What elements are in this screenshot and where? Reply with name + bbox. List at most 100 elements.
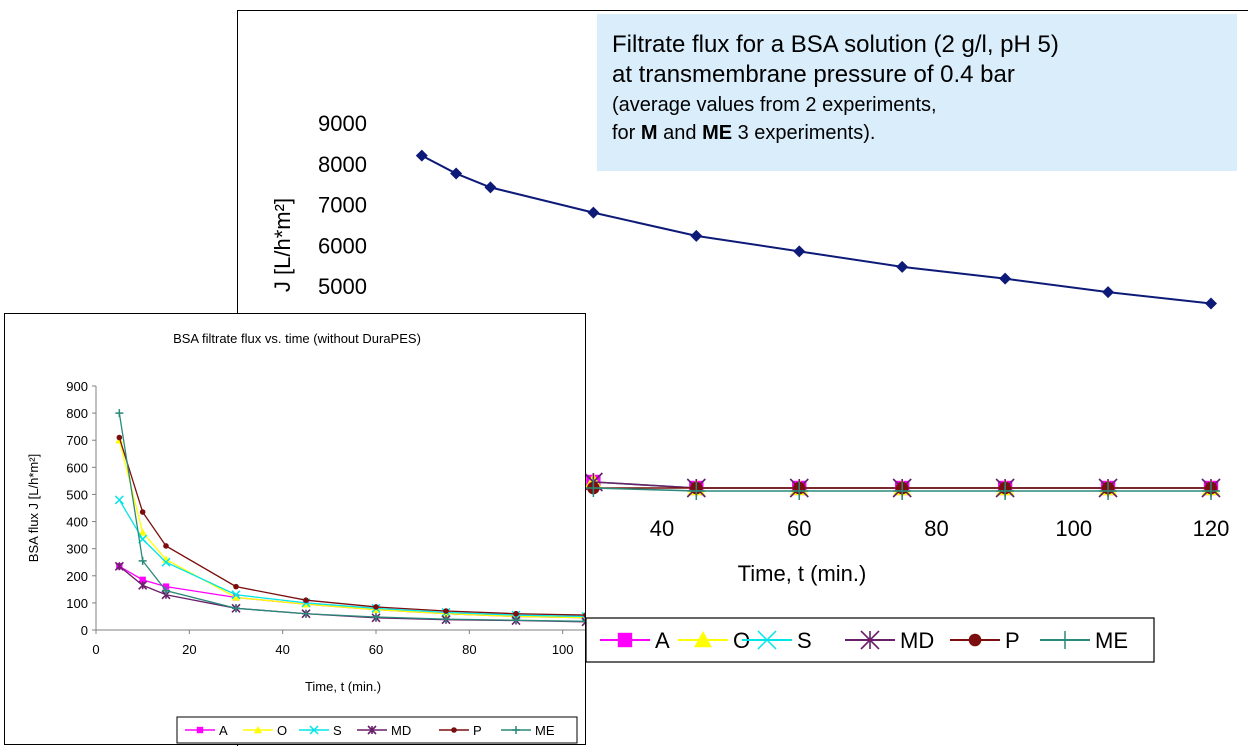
front-point-p xyxy=(373,604,379,610)
back-point-m xyxy=(450,167,463,180)
front-chart-title: BSA filtrate flux vs. time (without Dura… xyxy=(173,331,421,346)
front-legend-label-p: P xyxy=(473,723,482,738)
front-y-tick-label: 0 xyxy=(81,623,88,638)
front-point-s xyxy=(161,557,171,567)
front-x-tick-label: 20 xyxy=(182,642,196,657)
back-legend-marker-s xyxy=(757,630,777,650)
front-x-tick-label: 60 xyxy=(369,642,383,657)
front-legend-marker-s xyxy=(309,725,319,735)
front-point-p xyxy=(583,612,585,618)
front-y-tick-label: 600 xyxy=(66,460,88,475)
front-legend-marker-p xyxy=(451,727,457,733)
front-series-line-a xyxy=(119,565,585,619)
front-y-tick-label: 200 xyxy=(66,569,88,584)
front-point-o xyxy=(138,528,147,536)
front-legend-label-s: S xyxy=(333,723,342,738)
front-point-p xyxy=(443,608,449,614)
back-x-axis-label: Time, t (min.) xyxy=(738,561,867,586)
front-y-tick-label: 100 xyxy=(66,596,88,611)
front-x-axis-label: Time, t (min.) xyxy=(305,679,381,694)
back-point-m xyxy=(999,272,1012,285)
front-point-me xyxy=(512,616,520,625)
front-point-me xyxy=(442,615,450,624)
back-point-m xyxy=(793,245,806,258)
front-point-p xyxy=(233,583,239,590)
back-legend-marker-p xyxy=(968,633,982,647)
back-point-m xyxy=(415,149,428,162)
callout-line-4-bold-m: M xyxy=(640,122,658,144)
front-y-tick-label: 900 xyxy=(66,379,88,394)
front-y-tick-label: 700 xyxy=(66,433,88,448)
back-point-me xyxy=(893,482,912,500)
front-legend-label-a: A xyxy=(219,723,228,738)
back-point-m xyxy=(1205,297,1217,310)
back-point-me xyxy=(1202,482,1220,500)
callout-line-4-suffix: 3 experiments). xyxy=(732,122,876,144)
back-y-tick-label: 8000 xyxy=(318,152,367,177)
back-x-tick-label: 100 xyxy=(1055,516,1092,541)
front-legend-label-me: ME xyxy=(535,723,555,738)
back-legend-marker-me xyxy=(1056,631,1074,649)
front-point-p xyxy=(163,543,169,549)
back-y-tick-label: 5000 xyxy=(318,274,367,299)
front-legend-marker-o xyxy=(254,726,262,734)
back-x-tick-label: 120 xyxy=(1193,516,1230,541)
front-y-axis-label: BSA flux J [L/h*m²] xyxy=(26,454,41,562)
back-point-m xyxy=(484,181,497,194)
callout-line-2: at transmembrane pressure of 0.4 bar xyxy=(612,61,1015,88)
back-point-me xyxy=(1099,482,1118,500)
front-legend-marker-me xyxy=(512,726,520,734)
callout-line-4: for M and ME 3 experiments). xyxy=(612,120,875,146)
back-point-m xyxy=(690,229,703,242)
front-chart: BSA filtrate flux vs. time (without Dura… xyxy=(26,331,585,744)
back-x-tick-label: 40 xyxy=(650,516,674,541)
chart-callout: Filtrate flux for a BSA solution (2 g/l,… xyxy=(597,14,1237,171)
front-point-md xyxy=(114,561,124,571)
front-point-me xyxy=(302,609,310,618)
front-x-tick-label: 0 xyxy=(92,642,99,657)
back-point-me xyxy=(996,482,1015,500)
front-series-line-o xyxy=(118,440,585,619)
front-x-tick-label: 80 xyxy=(462,642,476,657)
back-y-axis-label: J [L/h*m²] xyxy=(270,198,295,292)
front-legend-label-o: O xyxy=(277,723,287,738)
back-legend-label-md: MD xyxy=(900,628,934,653)
front-point-p xyxy=(139,509,146,515)
back-legend-marker-o xyxy=(694,631,712,648)
back-series-line-m xyxy=(421,154,1212,305)
front-point-me xyxy=(372,612,380,621)
back-y-tick-label: 9000 xyxy=(318,111,367,136)
front-point-a xyxy=(162,583,170,590)
back-legend-label-o: O xyxy=(733,628,750,653)
front-legend-marker-md xyxy=(367,725,377,735)
back-x-tick-label: 60 xyxy=(787,516,811,541)
front-point-p xyxy=(116,434,123,441)
front-point-me xyxy=(232,604,240,613)
back-legend-marker-md xyxy=(860,630,880,650)
back-legend-label-s: S xyxy=(797,628,812,653)
front-point-me xyxy=(115,409,124,418)
front-y-tick-label: 800 xyxy=(66,406,88,421)
back-point-m xyxy=(896,260,909,273)
back-legend-label-a: A xyxy=(655,628,670,653)
front-point-md xyxy=(138,580,148,590)
front-y-tick-label: 500 xyxy=(66,487,88,502)
back-legend-label-p: P xyxy=(1005,628,1020,653)
front-point-a xyxy=(139,576,146,584)
front-point-o xyxy=(232,593,240,601)
front-y-tick-label: 400 xyxy=(66,515,88,530)
back-point-m xyxy=(587,206,600,219)
callout-line-4-mid: and xyxy=(657,122,703,144)
back-point-me xyxy=(687,482,706,500)
front-point-s xyxy=(114,495,124,505)
front-point-md xyxy=(581,617,585,627)
front-point-me xyxy=(162,586,170,595)
back-point-m xyxy=(1102,286,1115,299)
back-point-me xyxy=(584,479,603,497)
front-series-group xyxy=(114,409,585,627)
front-legend-label-md: MD xyxy=(391,723,411,738)
callout-line-3: (average values from 2 experiments, xyxy=(612,94,937,116)
back-x-tick-label: 80 xyxy=(924,516,948,541)
front-x-tick-label: 100 xyxy=(552,642,574,657)
